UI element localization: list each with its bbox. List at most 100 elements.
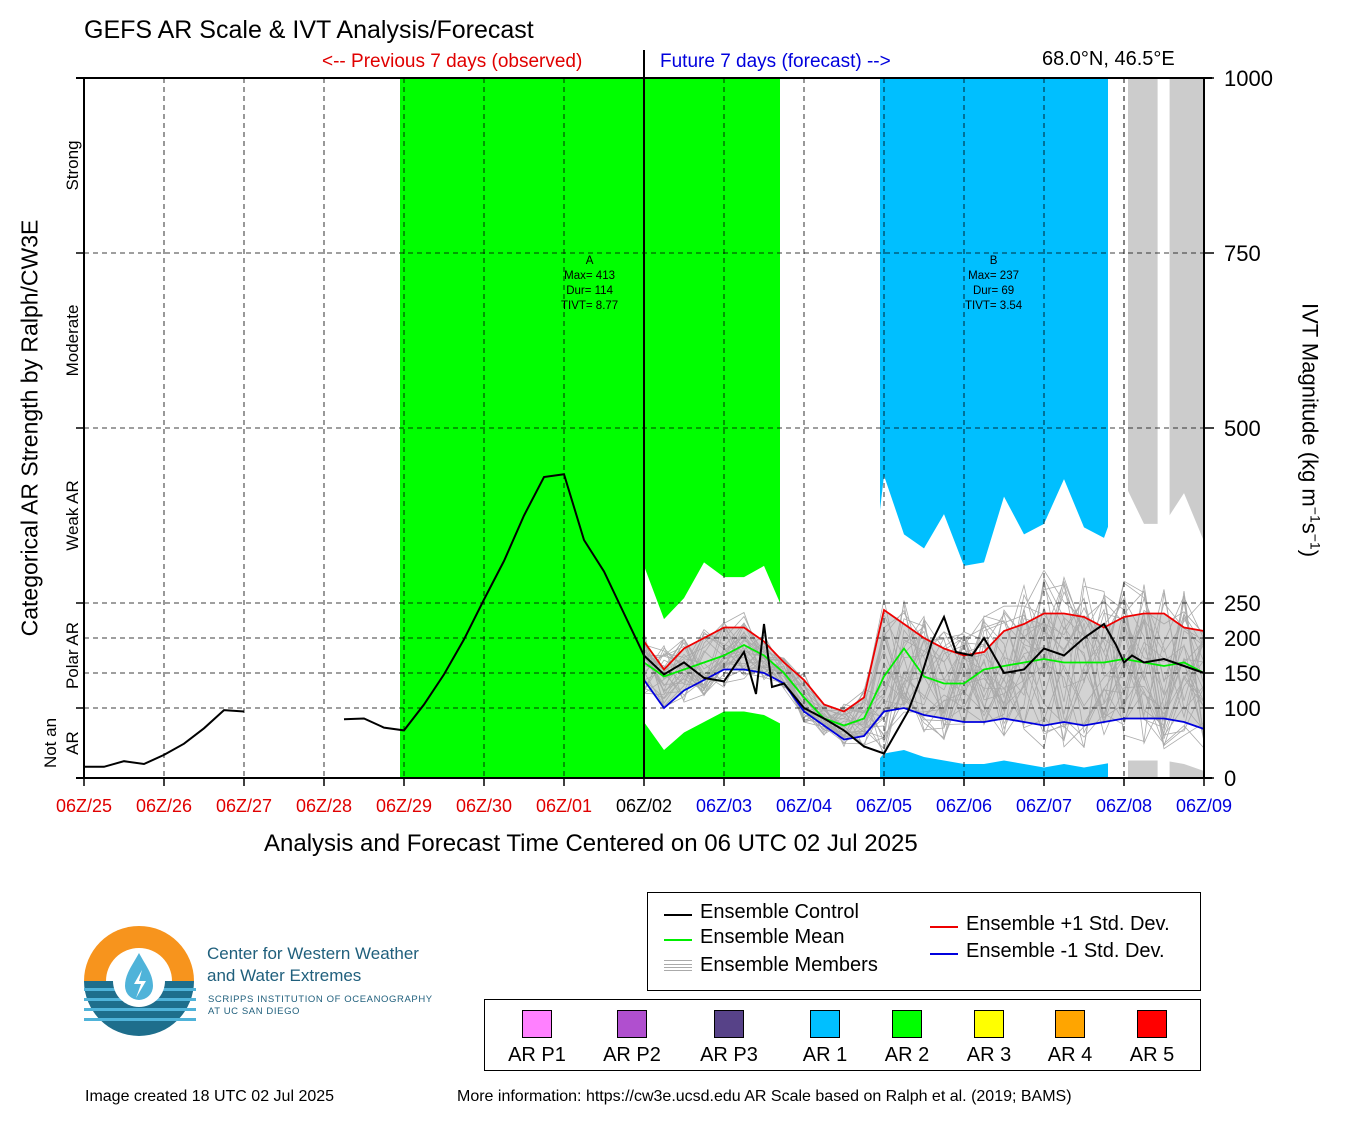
logo-text-line2: and Water Extremes xyxy=(207,966,362,985)
y-tick-label-100: 100 xyxy=(1224,696,1261,721)
ar-category-label: AR 1 xyxy=(802,1044,848,1066)
category-label-strong: Strong xyxy=(63,140,82,190)
x-tick-label-06Z/25: 06Z/25 xyxy=(56,796,112,816)
chart-title: GEFS AR Scale & IVT Analysis/Forecast xyxy=(84,16,534,44)
legend-swatch-control xyxy=(664,914,692,916)
x-tick-label-06Z/04: 06Z/04 xyxy=(776,796,832,816)
x-tick-label-06Z/27: 06Z/27 xyxy=(216,796,272,816)
x-tick-label-06Z/01: 06Z/01 xyxy=(536,796,592,816)
logo-text-line4: AT UC SAN DIEGO xyxy=(208,1006,301,1017)
ensemble-member-line xyxy=(643,584,1205,749)
y-axis-right-label-mid: s xyxy=(1297,522,1323,534)
x-tick-label-06Z/26: 06Z/26 xyxy=(136,796,192,816)
ar-category-5: AR 5 xyxy=(1112,1010,1192,1067)
y-tick-label-0: 0 xyxy=(1224,766,1236,791)
ar-event-annotation-A: Max= 413 xyxy=(564,270,615,282)
ar-category-label: AR P3 xyxy=(700,1044,758,1066)
x-tick-label-06Z/29: 06Z/29 xyxy=(376,796,432,816)
ar-event-annotation-B: Dur= 69 xyxy=(973,285,1014,297)
x-tick-label-06Z/09: 06Z/09 xyxy=(1176,796,1232,816)
ar-category-3: AR 3 xyxy=(949,1010,1029,1067)
ar-category-label: AR 2 xyxy=(884,1044,930,1066)
ar-category-label: AR 5 xyxy=(1129,1044,1175,1066)
logo-text-line3: SCRIPPS INSTITUTION OF OCEANOGRAPHY xyxy=(208,994,433,1005)
category-label-polar-ar: Polar AR xyxy=(63,622,82,689)
ensemble-member-line xyxy=(643,579,1205,739)
ensemble-member-line xyxy=(643,605,1205,737)
ensemble-member-line xyxy=(643,584,1205,730)
ar-category-2: AR 2 xyxy=(867,1010,947,1067)
category-label-moderate: Moderate xyxy=(63,305,82,377)
ar-category-swatch xyxy=(810,1010,840,1038)
x-tick-label-06Z/02: 06Z/02 xyxy=(616,796,672,816)
y-tick-label-150: 150 xyxy=(1224,661,1261,686)
ar-event-annotation-A: A xyxy=(586,255,594,267)
y-axis-right-sup2: −1 xyxy=(1307,533,1324,550)
legend-item-control: Ensemble Control xyxy=(700,901,859,923)
series-line-ensemble-control xyxy=(84,473,1205,768)
ensemble-member-line xyxy=(643,621,1205,740)
x-axis-label: Analysis and Forecast Time Centered on 0… xyxy=(264,830,918,857)
y-axis-right-label-main: IVT Magnitude (kg m xyxy=(1297,302,1323,507)
previous-days-label: <-- Previous 7 days (observed) xyxy=(322,51,583,72)
ar-category-swatch xyxy=(1137,1010,1167,1038)
series-legend: Ensemble Control Ensemble Mean Ensemble … xyxy=(647,892,1201,991)
ensemble-member-line xyxy=(643,569,1205,745)
x-tick-label-06Z/08: 06Z/08 xyxy=(1096,796,1152,816)
location-label: 68.0°N, 46.5°E xyxy=(1042,48,1175,70)
category-label-weak-ar: Weak AR xyxy=(63,480,82,551)
more-info-text: More information: https://cw3e.ucsd.edu … xyxy=(457,1088,1072,1105)
logo-text-line1: Center for Western Weather xyxy=(207,944,419,963)
y-axis-right-label-end: ) xyxy=(1297,549,1323,558)
ar-category-label: AR P2 xyxy=(603,1044,661,1066)
legend-swatch-plus-std xyxy=(930,926,958,928)
image-created-text: Image created 18 UTC 02 Jul 2025 xyxy=(85,1088,335,1105)
y-tick-label-1000: 1000 xyxy=(1224,66,1273,91)
ar-category-legend: AR P1 AR P2 AR P3 AR 1 AR 2 AR 3 AR 4 AR… xyxy=(484,999,1201,1071)
ensemble-member-line xyxy=(643,594,1205,739)
ar-category-label: AR 4 xyxy=(1047,1044,1093,1066)
legend-swatch-minus-std xyxy=(930,953,958,955)
ar-category-p1: AR P1 xyxy=(497,1010,577,1067)
ar-category-swatch xyxy=(892,1010,922,1038)
ensemble-member-line xyxy=(643,582,1205,742)
ar-category-label: AR 3 xyxy=(966,1044,1012,1066)
cw3e-logo-icon xyxy=(84,926,196,1038)
legend-item-members: Ensemble Members xyxy=(700,954,878,976)
category-label-not-an-ar: Not an xyxy=(41,718,60,768)
y-axis-right-sup1: −1 xyxy=(1307,506,1324,523)
ar-category-label: AR P1 xyxy=(508,1044,566,1066)
ar-event-annotation-B: B xyxy=(990,255,998,267)
x-tick-label-06Z/05: 06Z/05 xyxy=(856,796,912,816)
ar-category-4: AR 4 xyxy=(1030,1010,1110,1067)
legend-swatch-members xyxy=(664,960,692,971)
ensemble-member-line xyxy=(643,577,1205,748)
ar-event-annotation-B: Max= 237 xyxy=(968,270,1019,282)
ar-category-swatch xyxy=(1055,1010,1085,1038)
x-tick-label-06Z/30: 06Z/30 xyxy=(456,796,512,816)
y-axis-left-label: Categorical AR Strength by Ralph/CW3E xyxy=(16,219,43,637)
ar-event-annotation-A: Dur= 114 xyxy=(566,285,613,297)
legend-item-minus-std: Ensemble -1 Std. Dev. xyxy=(966,940,1165,962)
y-axis-right-label: IVT Magnitude (kg m−1s−1) xyxy=(1296,303,1323,557)
ar-category-swatch xyxy=(522,1010,552,1038)
ar-event-annotation-A: TIVT= 8.77 xyxy=(561,300,618,312)
legend-item-plus-std: Ensemble +1 Std. Dev. xyxy=(966,913,1170,935)
category-label-not-an-ar-line2: AR xyxy=(63,731,82,755)
series-line-ensemble-1-std-dev- xyxy=(643,608,1205,713)
ar-category-swatch xyxy=(974,1010,1004,1038)
legend-swatch-mean xyxy=(664,939,692,941)
y-tick-label-750: 750 xyxy=(1224,241,1261,266)
ar-category-p3: AR P3 xyxy=(689,1010,769,1067)
y-tick-label-250: 250 xyxy=(1224,591,1261,616)
ar-category-swatch xyxy=(617,1010,647,1038)
ar-category-1: AR 1 xyxy=(785,1010,865,1067)
ar-event-annotation-B: TIVT= 3.54 xyxy=(965,300,1023,312)
x-tick-label-06Z/03: 06Z/03 xyxy=(696,796,752,816)
series-line-ensemble-mean xyxy=(643,643,1205,727)
x-tick-label-06Z/07: 06Z/07 xyxy=(1016,796,1072,816)
y-tick-label-500: 500 xyxy=(1224,416,1261,441)
future-days-label: Future 7 days (forecast) --> xyxy=(660,51,891,72)
ar-category-p2: AR P2 xyxy=(592,1010,672,1067)
